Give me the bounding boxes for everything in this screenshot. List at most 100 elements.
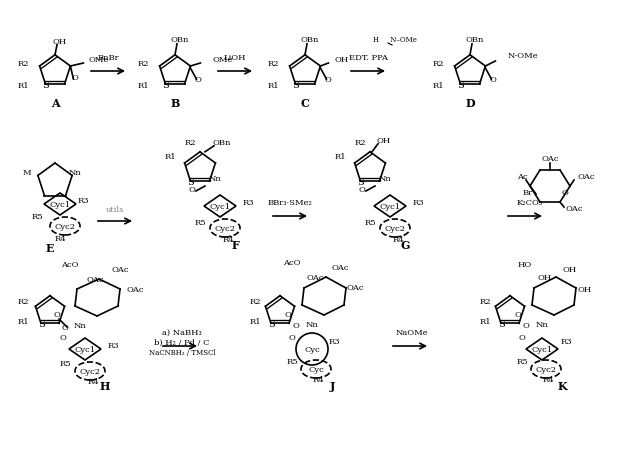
- Text: a) NaBH₃: a) NaBH₃: [162, 328, 202, 336]
- Text: R5: R5: [194, 219, 206, 226]
- Text: OH: OH: [578, 285, 592, 293]
- Text: R4: R4: [54, 235, 66, 243]
- Text: O: O: [358, 186, 365, 193]
- Text: M: M: [22, 169, 31, 177]
- Text: H     N–OMe: H N–OMe: [373, 36, 417, 44]
- Text: R1: R1: [17, 82, 29, 90]
- Text: O: O: [325, 76, 332, 84]
- Text: O: O: [518, 333, 525, 341]
- Text: OH: OH: [377, 137, 391, 144]
- Text: HO: HO: [518, 260, 532, 268]
- Text: O: O: [515, 310, 522, 318]
- Text: Nn: Nn: [536, 320, 548, 328]
- Text: R2: R2: [137, 60, 148, 68]
- Text: NaCNBH₃ / TMSCl: NaCNBH₃ / TMSCl: [148, 348, 215, 356]
- Text: B: B: [170, 98, 180, 109]
- Text: S: S: [268, 319, 275, 328]
- Text: LiOH: LiOH: [224, 54, 246, 62]
- Text: OBn: OBn: [466, 36, 484, 44]
- Text: Nn: Nn: [306, 320, 318, 328]
- Text: OBn: OBn: [213, 138, 231, 147]
- Text: Cyc1: Cyc1: [209, 202, 230, 211]
- Text: R2: R2: [184, 139, 196, 147]
- Text: EDT. PPA: EDT. PPA: [349, 54, 387, 62]
- Text: OH: OH: [563, 265, 577, 273]
- Text: OH: OH: [538, 273, 552, 281]
- Text: R4: R4: [222, 235, 234, 244]
- Text: R3: R3: [242, 198, 254, 207]
- Text: AcO: AcO: [284, 258, 301, 267]
- Text: R5: R5: [516, 357, 528, 365]
- Text: Cyc1: Cyc1: [49, 201, 70, 208]
- Text: Cyc1: Cyc1: [531, 345, 552, 353]
- Text: utils: utils: [106, 206, 124, 213]
- Text: F: F: [231, 239, 239, 250]
- Text: R1: R1: [267, 82, 279, 90]
- Text: R1: R1: [479, 318, 491, 325]
- Text: S: S: [292, 80, 299, 89]
- Text: E: E: [45, 243, 54, 253]
- Text: R5: R5: [286, 357, 298, 365]
- Text: K: K: [557, 380, 567, 391]
- Text: Ac: Ac: [516, 173, 527, 180]
- Text: OAc: OAc: [565, 205, 583, 212]
- Text: OH: OH: [335, 56, 349, 64]
- Text: R2: R2: [479, 297, 491, 305]
- Text: R4: R4: [392, 235, 404, 244]
- Text: R3: R3: [77, 197, 89, 205]
- Text: C: C: [301, 98, 309, 109]
- Text: R2: R2: [17, 297, 29, 305]
- Text: O: O: [195, 76, 202, 84]
- Text: S: S: [162, 80, 169, 89]
- Text: O: O: [523, 321, 529, 329]
- Text: R1: R1: [249, 318, 261, 325]
- Text: Nn: Nn: [68, 169, 81, 177]
- Text: OAc: OAc: [332, 263, 349, 272]
- Text: BBr₃·SMe₂: BBr₃·SMe₂: [268, 198, 312, 207]
- Text: OBn: OBn: [171, 36, 189, 44]
- Text: OMe: OMe: [212, 56, 233, 64]
- Text: R3: R3: [107, 341, 119, 349]
- Text: S: S: [38, 319, 44, 328]
- Text: R1: R1: [137, 82, 149, 90]
- Text: S: S: [498, 319, 504, 328]
- Text: R4: R4: [312, 375, 324, 383]
- Text: R5: R5: [364, 219, 376, 226]
- Text: AcO: AcO: [61, 260, 79, 268]
- Text: H: H: [100, 380, 110, 391]
- Text: Cyc2: Cyc2: [79, 367, 100, 375]
- Text: R4: R4: [542, 375, 554, 383]
- Text: Nn: Nn: [74, 321, 86, 329]
- Text: Cyc2: Cyc2: [214, 225, 236, 232]
- Text: Cyc: Cyc: [308, 365, 324, 373]
- Text: Cyc1: Cyc1: [380, 202, 401, 211]
- Text: Cyc2: Cyc2: [536, 365, 557, 373]
- Text: OAc: OAc: [111, 265, 129, 273]
- Text: R2: R2: [17, 60, 29, 68]
- Text: O: O: [285, 310, 291, 318]
- Text: R1: R1: [432, 82, 444, 90]
- Text: R1: R1: [164, 152, 176, 161]
- Text: OAc: OAc: [307, 273, 324, 281]
- Text: O: O: [289, 333, 296, 341]
- Text: OH: OH: [53, 38, 67, 46]
- Text: O: O: [61, 323, 68, 331]
- Text: R1: R1: [17, 318, 29, 325]
- Text: BnBr: BnBr: [97, 54, 119, 62]
- Text: O: O: [72, 74, 79, 82]
- Text: OAc: OAc: [541, 155, 559, 163]
- Text: R3: R3: [328, 337, 340, 345]
- Text: OAc: OAc: [578, 173, 595, 180]
- Text: D: D: [465, 98, 475, 109]
- Text: R2: R2: [432, 60, 444, 68]
- Text: A: A: [51, 98, 60, 109]
- Text: R3: R3: [560, 337, 572, 345]
- Text: OAc: OAc: [86, 276, 104, 283]
- Text: OAc: OAc: [346, 283, 364, 291]
- Text: R3: R3: [412, 198, 424, 207]
- Text: S: S: [457, 80, 464, 89]
- Text: Cyc2: Cyc2: [385, 225, 406, 232]
- Text: S: S: [357, 177, 364, 186]
- Text: OMe: OMe: [88, 56, 109, 64]
- Text: O: O: [60, 333, 67, 341]
